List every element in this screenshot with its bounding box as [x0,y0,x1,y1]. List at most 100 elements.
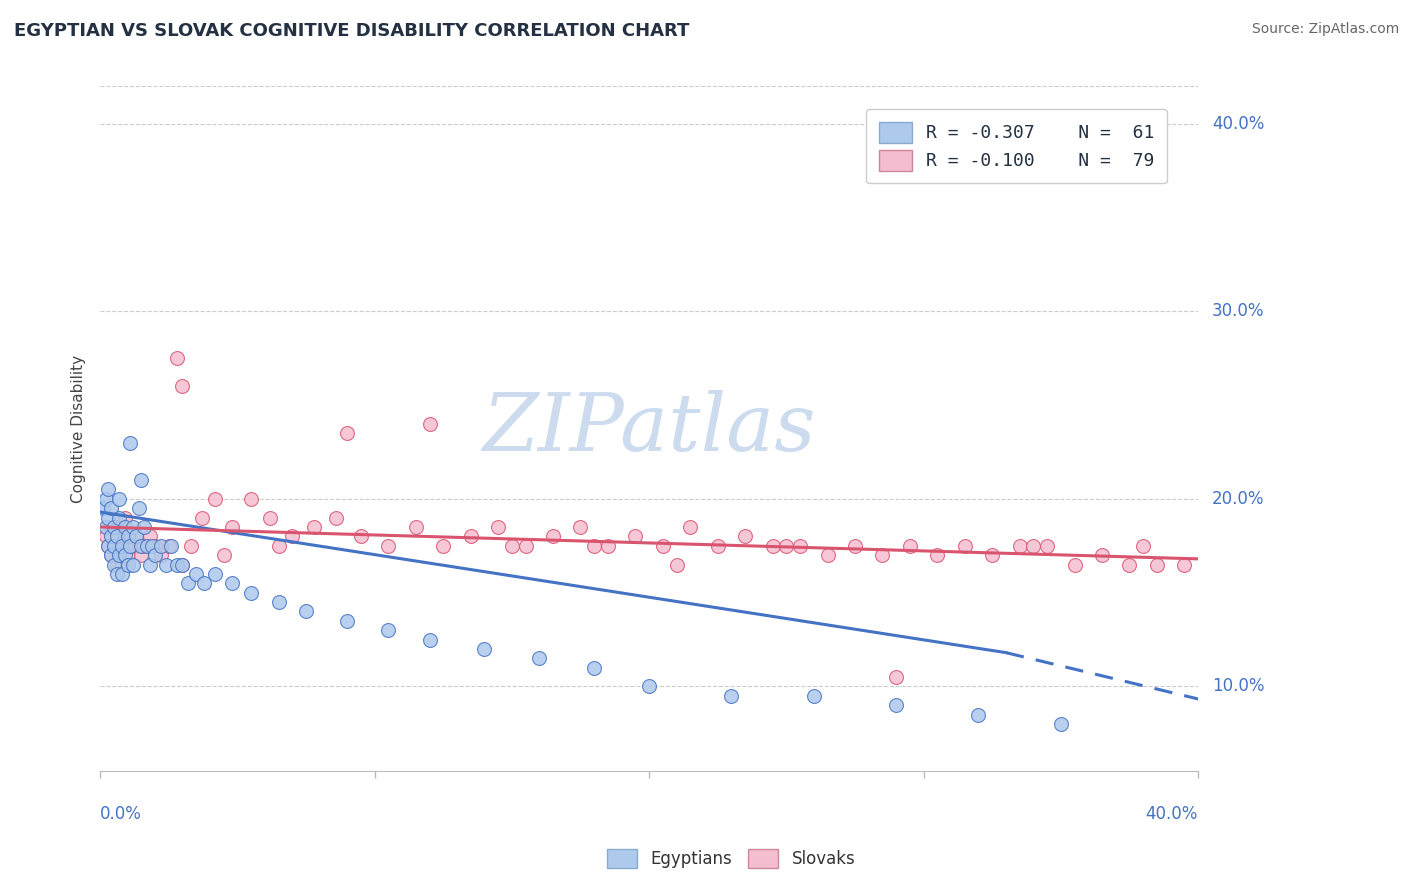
Point [844,539,866,553]
Point [135,539,157,553]
Point [775,539,797,553]
Point [111,539,134,553]
Point [529,651,551,665]
Point [734,529,756,543]
Point [190,510,212,524]
Point [569,520,592,534]
Point [221,520,243,534]
Point [1091,548,1114,562]
Text: 40.0%: 40.0% [1146,805,1198,823]
Point [193,576,215,591]
Point [105,558,128,572]
Point [927,548,949,562]
Point [583,660,606,674]
Point [117,539,139,553]
Point [125,529,148,543]
Point [350,529,373,543]
Point [259,510,281,524]
Y-axis label: Cognitive Disability: Cognitive Disability [72,354,86,502]
Text: 40.0%: 40.0% [1212,115,1264,133]
Point [679,520,702,534]
Point [884,670,907,684]
Point [120,539,142,553]
Point [94,520,117,534]
Point [103,520,125,534]
Point [177,576,200,591]
Point [97,483,120,497]
Point [240,585,263,599]
Point [432,539,454,553]
Point [240,491,263,506]
Point [103,558,125,572]
Point [1036,539,1059,553]
Point [377,623,399,637]
Text: EGYPTIAN VS SLOVAK COGNITIVE DISABILITY CORRELATION CHART: EGYPTIAN VS SLOVAK COGNITIVE DISABILITY … [14,22,689,40]
Point [128,501,150,516]
Point [125,529,148,543]
Point [405,520,427,534]
Point [91,501,114,516]
Point [132,520,155,534]
Point [103,539,125,553]
Point [111,566,134,581]
Point [129,473,152,487]
Point [108,548,131,562]
Point [1008,539,1031,553]
Point [143,548,166,562]
Point [377,539,399,553]
Point [128,539,150,553]
Point [1132,539,1154,553]
Point [460,529,482,543]
Point [898,539,921,553]
Point [120,529,142,543]
Point [172,379,194,393]
Point [111,558,134,572]
Legend: R = -0.307    N =  61, R = -0.100    N =  79: R = -0.307 N = 61, R = -0.100 N = 79 [866,109,1167,183]
Point [762,539,785,553]
Point [105,529,128,543]
Point [117,548,139,562]
Point [515,539,537,553]
Point [103,539,125,553]
Point [141,539,163,553]
Point [114,529,136,543]
Point [97,510,120,524]
Point [103,520,125,534]
Point [336,614,359,628]
Point [953,539,976,553]
Point [100,548,122,562]
Point [967,707,990,722]
Point [720,689,742,703]
Point [94,491,117,506]
Point [1050,717,1073,731]
Point [295,604,318,618]
Point [129,548,152,562]
Point [817,548,839,562]
Point [706,539,728,553]
Point [789,539,811,553]
Point [1118,558,1140,572]
Legend: Egyptians, Slovaks: Egyptians, Slovaks [600,842,862,875]
Point [221,576,243,591]
Point [872,548,894,562]
Point [111,539,134,553]
Point [108,491,131,506]
Point [97,539,120,553]
Point [166,351,188,366]
Point [166,558,188,572]
Point [114,548,136,562]
Point [100,548,122,562]
Point [122,520,145,534]
Point [267,539,290,553]
Point [638,679,661,693]
Point [108,520,131,534]
Point [665,558,688,572]
Point [105,529,128,543]
Point [180,539,202,553]
Point [336,426,359,441]
Point [624,529,647,543]
Point [172,558,194,572]
Point [105,566,128,581]
Point [100,529,122,543]
Point [149,539,172,553]
